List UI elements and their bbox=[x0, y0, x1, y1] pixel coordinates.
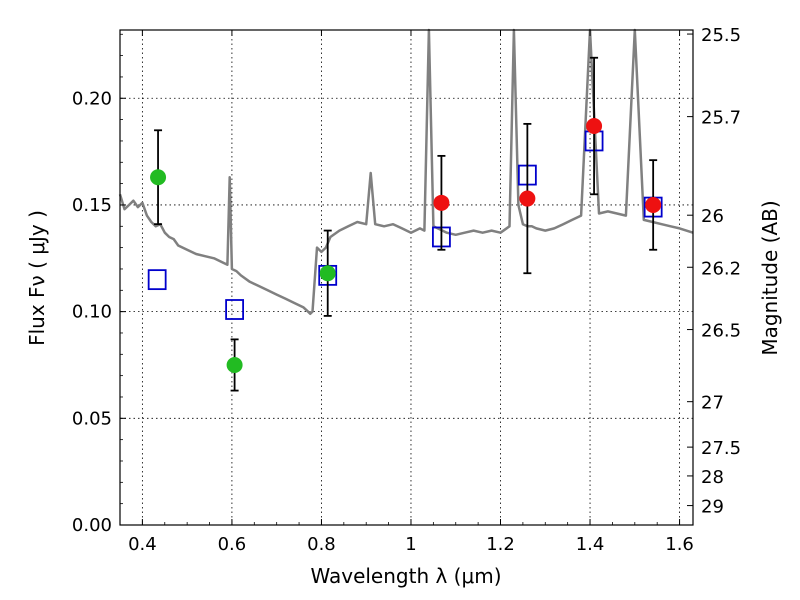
plot-area bbox=[118, 28, 694, 392]
observed-flux-point bbox=[519, 190, 536, 207]
grid-lines bbox=[120, 30, 693, 526]
right-tick-label: 26.5 bbox=[701, 321, 741, 342]
observed-flux-point bbox=[226, 356, 243, 373]
right-tick-label: 28 bbox=[701, 467, 724, 488]
x-tick-label: 1.6 bbox=[665, 534, 694, 555]
right-tick-label: 26.2 bbox=[701, 258, 741, 279]
y-tick-label: 0.00 bbox=[72, 515, 112, 536]
x-tick-label: 0.4 bbox=[128, 534, 157, 555]
y-tick-label: 0.15 bbox=[72, 195, 112, 216]
x-tick-label: 1 bbox=[405, 534, 416, 555]
x-tick-label: 1.4 bbox=[576, 534, 605, 555]
ticks: 0.4 0.6 0.8 1 1.2 1.4 1.6 0.00 0.05 0.10 0.15 0.20 2… bbox=[72, 25, 741, 555]
right-tick-label: 29 bbox=[701, 497, 724, 518]
axes-frame bbox=[119, 29, 694, 526]
observed-flux-point bbox=[150, 169, 167, 186]
y-axis-label: Flux Fν ( μJy ) bbox=[25, 210, 49, 346]
right-tick-label: 27.5 bbox=[701, 438, 741, 459]
observed-flux-point bbox=[645, 196, 662, 213]
y-tick-label: 0.05 bbox=[72, 408, 112, 429]
right-tick-label: 27 bbox=[701, 393, 724, 414]
x-tick-label: 1.2 bbox=[486, 534, 515, 555]
sed-model-line bbox=[118, 28, 694, 316]
observed-flux-point bbox=[433, 194, 450, 211]
right-tick-label: 26 bbox=[701, 206, 724, 227]
right-tick-label: 25.5 bbox=[701, 25, 741, 46]
model-photometry-square bbox=[147, 269, 167, 291]
x-axis-label: Wavelength λ (μm) bbox=[310, 564, 501, 588]
observed-flux-point bbox=[319, 265, 336, 282]
right-axis-label: Magnitude (AB) bbox=[758, 200, 782, 355]
y-tick-label: 0.10 bbox=[72, 302, 112, 323]
model-photometry-square bbox=[225, 299, 245, 320]
y-tick-label: 0.20 bbox=[72, 88, 112, 109]
x-tick-label: 0.8 bbox=[307, 534, 336, 555]
right-tick-label: 25.7 bbox=[701, 108, 741, 129]
observed-flux-point bbox=[586, 118, 603, 135]
x-tick-label: 0.6 bbox=[218, 534, 247, 555]
